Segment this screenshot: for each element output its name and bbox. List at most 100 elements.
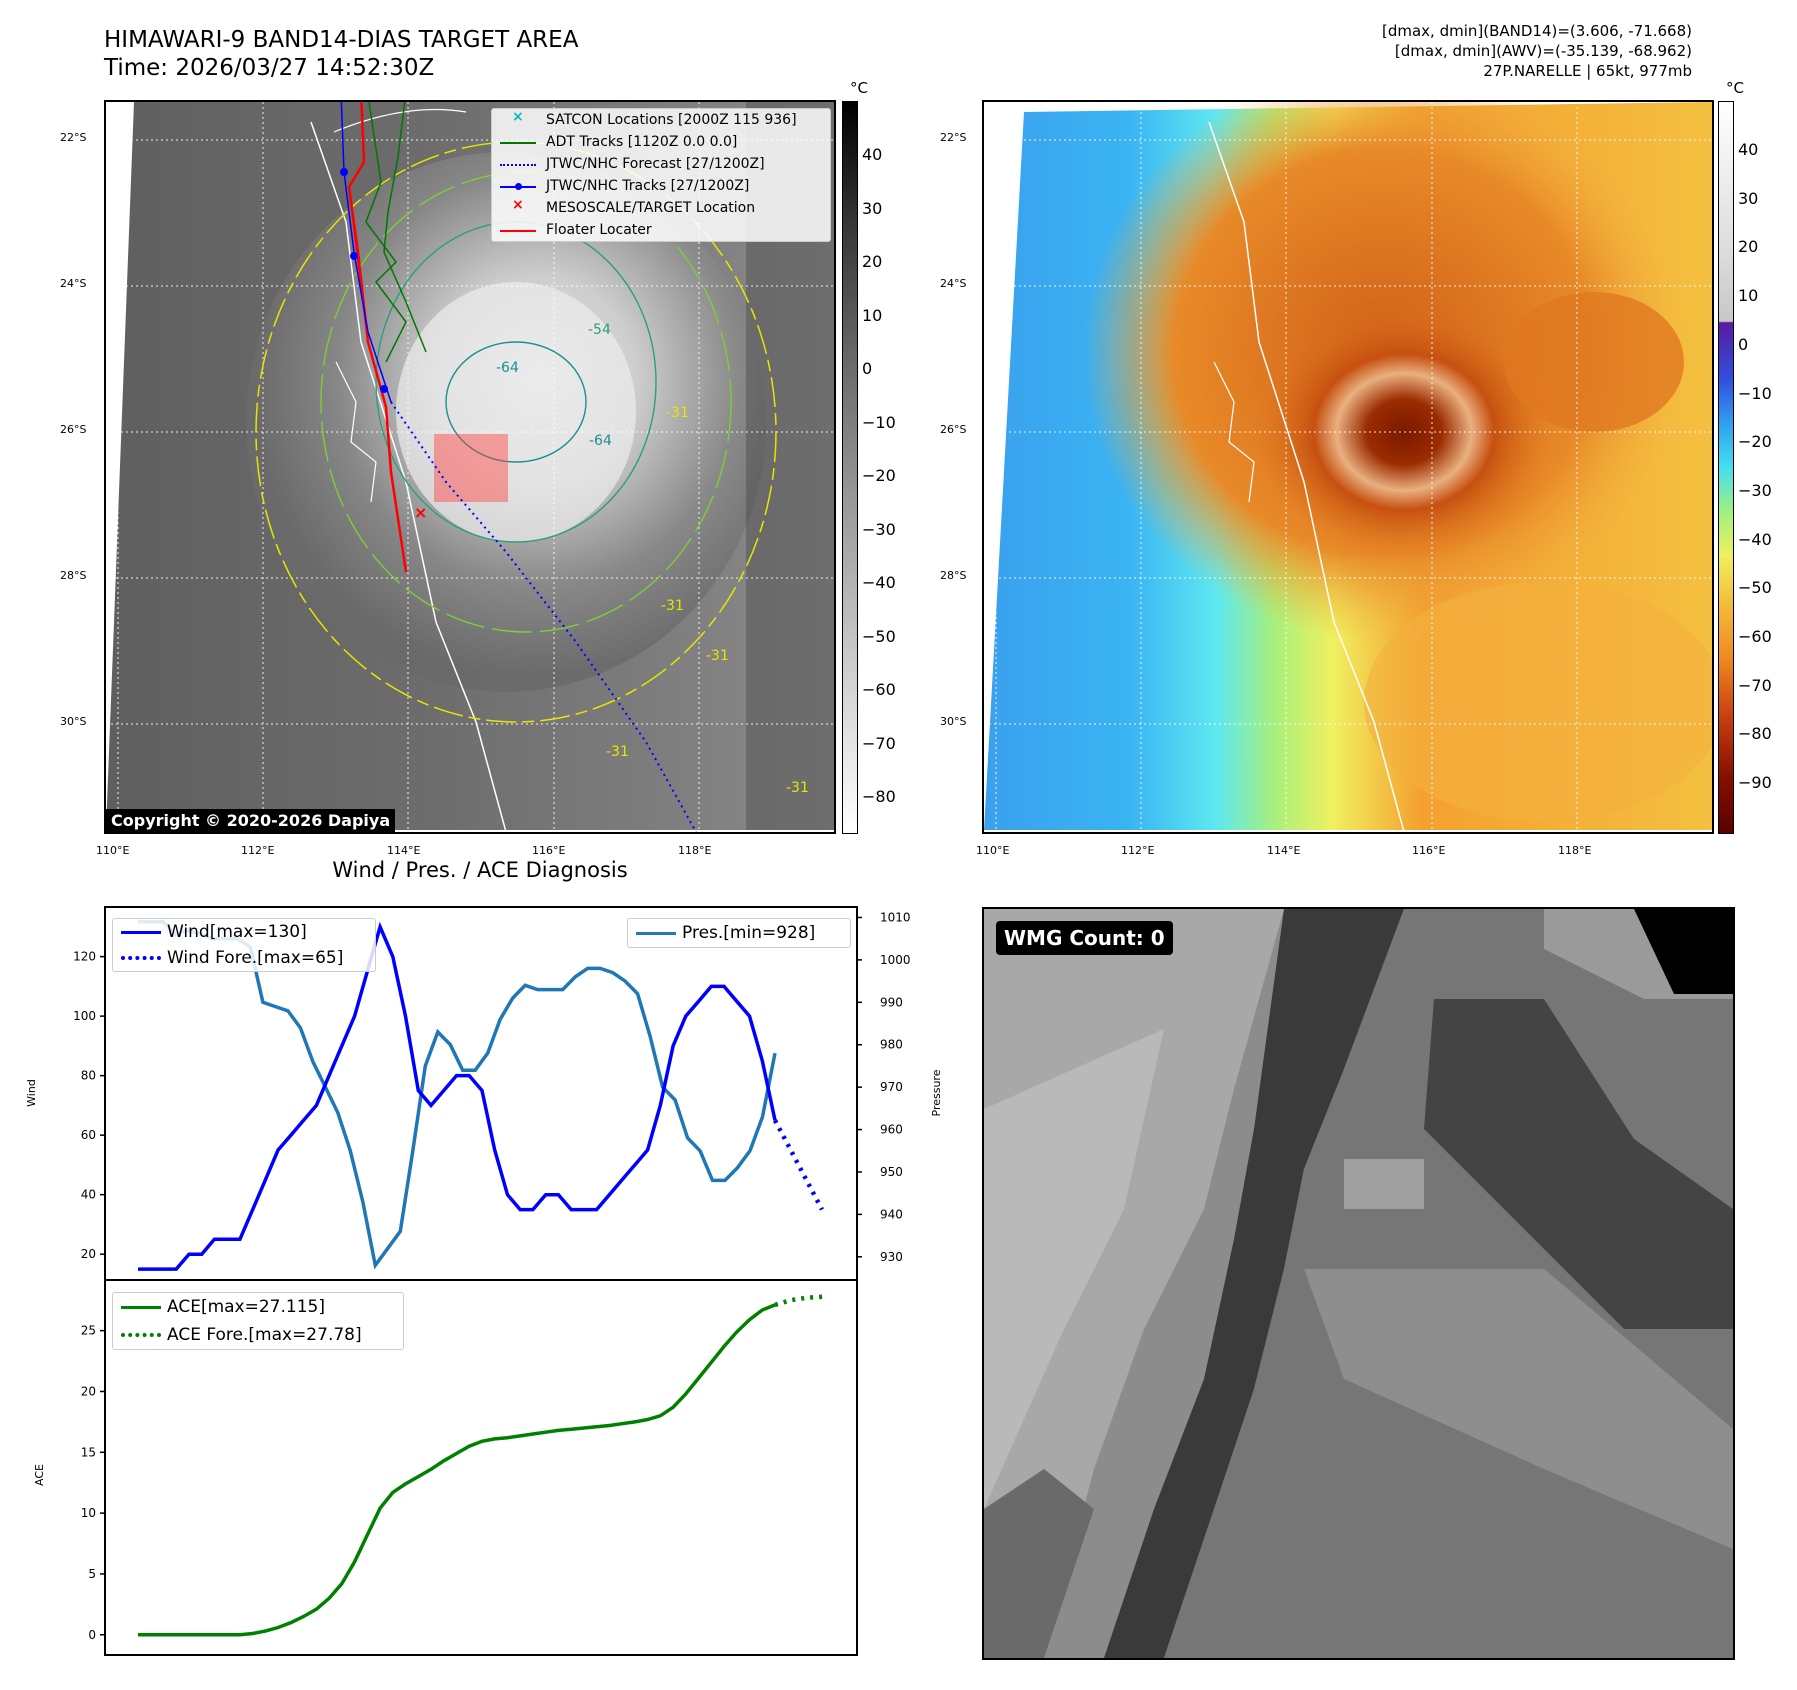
lat-label: 30°S: [940, 715, 967, 728]
legend-item-wind-forecast: Wind Fore.[max=65]: [113, 945, 375, 971]
ace-series-line: [138, 1303, 776, 1637]
colorbar-tick: −50: [862, 626, 896, 646]
colorbar-tick: 30: [1738, 188, 1759, 208]
y2-tick-label: 940: [880, 1207, 903, 1221]
gray-colorbar-unit: °C: [850, 79, 868, 97]
colorbar-tick: 20: [862, 252, 883, 271]
map-legend: × SATCON Locations [2000Z 115 936] ADT T…: [491, 108, 831, 242]
colorbar-tick: −70: [1738, 675, 1772, 695]
y-tick-label: 60: [81, 1128, 96, 1142]
legend-item-wind: Wind[max=130]: [113, 919, 375, 945]
wind-legend: Wind[max=130] Wind Fore.[max=65]: [112, 918, 376, 972]
colorbar-tick: −90: [1738, 773, 1772, 793]
y-tick-label: 100: [73, 1009, 96, 1023]
band14-gray-map: -64 -54 -64 -31 -31 -31 -31 -31 × Copyri…: [104, 100, 836, 834]
lon-label: 116°E: [1412, 844, 1446, 857]
legend-item-adt: ADT Tracks [1120Z 0.0 0.0]: [492, 131, 830, 153]
wind-series-line: [138, 921, 777, 1271]
y2-tick-label: 990: [880, 995, 903, 1009]
colorbar-tick: 40: [1738, 140, 1759, 159]
contour-label: -31: [786, 780, 809, 796]
lat-label: 22°S: [60, 131, 87, 144]
colorbar-tick: −60: [862, 680, 896, 699]
lon-label: 118°E: [678, 844, 712, 857]
color-colorbar: [1718, 101, 1734, 834]
contour-label: -54: [588, 322, 611, 338]
map-title: HIMAWARI-9 BAND14-DIAS TARGET AREA: [104, 27, 579, 53]
pressure-legend: Pres.[min=928]: [627, 918, 851, 948]
lon-label: 112°E: [241, 844, 275, 857]
lat-label: 26°S: [940, 423, 967, 436]
lon-label: 118°E: [1558, 844, 1592, 857]
colorbar-tick: 10: [1738, 286, 1759, 306]
legend-item-mesoscale: × MESOSCALE/TARGET Location: [512, 197, 756, 216]
y-tick-label: 40: [81, 1188, 96, 1202]
legend-item-satcon: × SATCON Locations [2000Z 115 936]: [512, 109, 797, 128]
lat-label: 28°S: [60, 569, 87, 582]
legend-item-jtwc-tracks: JTWC/NHC Tracks [27/1200Z]: [492, 175, 830, 197]
y-tick-label: 80: [81, 1069, 96, 1083]
wmg-panel: WMG Count: 0: [982, 907, 1735, 1660]
colorbar-tick: −10: [862, 412, 896, 432]
contour-label: -31: [706, 648, 729, 664]
lat-label: 30°S: [60, 715, 87, 728]
contour-label: -31: [661, 598, 684, 614]
legend-item-ace: ACE[max=27.115]: [113, 1293, 403, 1321]
colorbar-tick: −50: [1738, 578, 1772, 598]
legend-item-floater: Floater Locater: [492, 219, 830, 241]
lat-label: 22°S: [940, 131, 967, 144]
lon-label: 114°E: [1267, 844, 1301, 857]
y2-tick-label: 1000: [880, 953, 911, 967]
wmg-image: [984, 909, 1733, 1658]
lon-label: 110°E: [976, 844, 1010, 857]
contour-label: -31: [606, 744, 629, 760]
lat-label: 24°S: [60, 277, 87, 290]
colorbar-tick: 10: [862, 305, 883, 325]
legend-item-pressure: Pres.[min=928]: [628, 919, 850, 947]
y2-tick-label: 980: [880, 1038, 903, 1052]
color-colorbar-unit: °C: [1726, 79, 1744, 97]
y-tick-label: 10: [81, 1506, 96, 1520]
gray-colorbar: [842, 101, 858, 834]
contour-label: -64: [496, 360, 519, 376]
y-tick-label: 20: [81, 1384, 96, 1398]
y2-tick-label: 950: [880, 1165, 903, 1179]
y2-tick-label: 930: [880, 1250, 903, 1264]
colorbar-tick: −80: [862, 787, 896, 806]
info-storm: 27P.NARELLE | 65kt, 977mb: [1483, 62, 1692, 80]
contour-label: -64: [589, 433, 612, 449]
colorbar-tick: −30: [1738, 480, 1772, 500]
info-awv: [dmax, dmin](AWV)=(-35.139, -68.962): [1394, 42, 1692, 60]
lat-label: 28°S: [940, 569, 967, 582]
colorbar-tick: −80: [1738, 724, 1772, 744]
legend-item-jtwc-forecast: JTWC/NHC Forecast [27/1200Z]: [492, 153, 830, 175]
chart-title: Wind / Pres. / ACE Diagnosis: [332, 858, 628, 882]
ace-axis-label: ACE: [33, 1464, 46, 1486]
colorbar-tick: −30: [862, 519, 896, 539]
lon-label: 110°E: [96, 844, 130, 857]
y-tick-label: 0: [88, 1628, 96, 1642]
colorbar-tick: −10: [1738, 383, 1772, 403]
contour-label: -31: [666, 405, 689, 421]
copyright-label: Copyright © 2020-2026 Dapiya: [106, 809, 396, 832]
legend-item-ace-forecast: ACE Fore.[max=27.78]: [113, 1321, 403, 1349]
lon-label: 116°E: [532, 844, 566, 857]
y-tick-label: 15: [81, 1445, 96, 1459]
y-tick-label: 20: [81, 1247, 96, 1261]
lon-label: 112°E: [1121, 844, 1155, 857]
colorbar-tick: −40: [862, 573, 896, 592]
colorbar-tick: −40: [1738, 529, 1772, 549]
lat-label: 24°S: [940, 277, 967, 290]
colorbar-tick: −20: [1738, 432, 1772, 452]
wind-axis-label: Wind: [25, 1079, 38, 1107]
colorbar-tick: −60: [1738, 627, 1772, 646]
y2-tick-label: 1010: [880, 910, 911, 924]
y-tick-label: 5: [88, 1567, 96, 1581]
map-time: Time: 2026/03/27 14:52:30Z: [104, 55, 435, 81]
y-tick-label: 25: [81, 1324, 96, 1338]
ace-legend: ACE[max=27.115] ACE Fore.[max=27.78]: [112, 1292, 404, 1350]
svg-text:×: ×: [414, 503, 427, 522]
y-tick-label: 120: [73, 950, 96, 964]
colorbar-tick: −70: [862, 733, 896, 753]
